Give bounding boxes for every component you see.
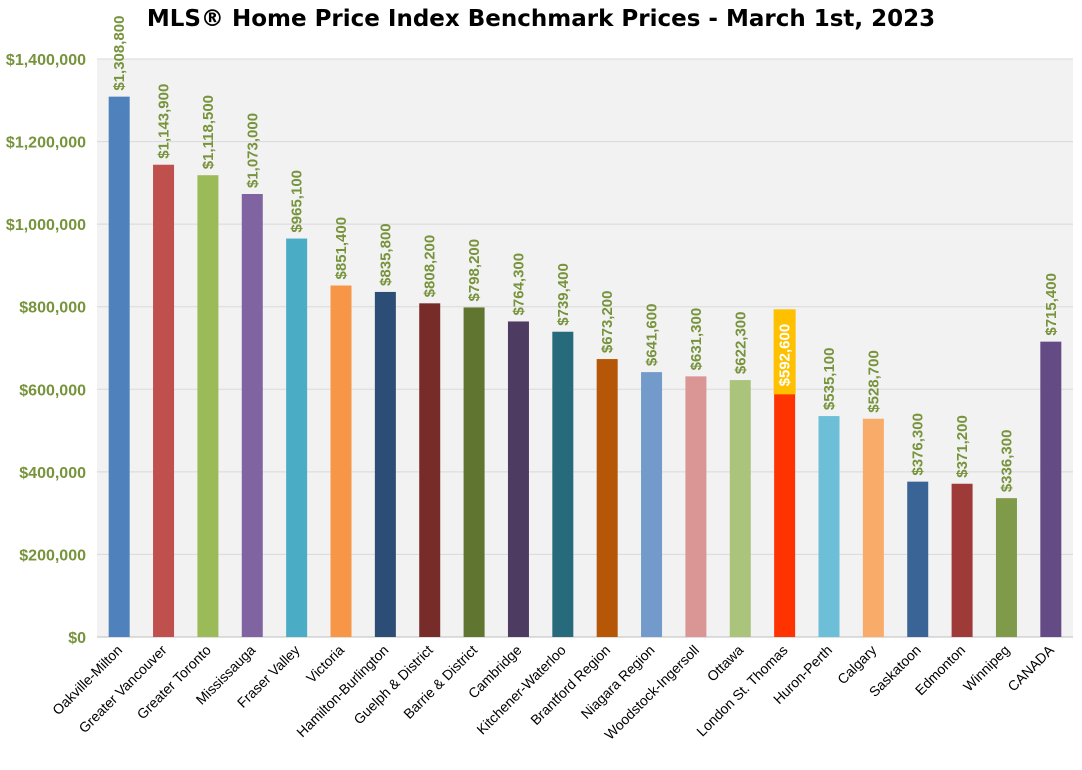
data-label: $798,200: [466, 239, 483, 302]
x-tick-label: Ottawa: [704, 642, 747, 685]
data-label: $631,300: [688, 308, 705, 371]
bar: [419, 303, 441, 637]
data-label: $535,100: [821, 348, 838, 411]
x-tick-label: CANADA: [1004, 641, 1057, 694]
y-tick-label: $400,000: [19, 465, 86, 482]
y-tick-label: $1,400,000: [6, 52, 86, 69]
data-label: $1,308,800: [111, 16, 128, 91]
data-label: $592,600: [777, 324, 794, 387]
data-label: $1,143,900: [156, 84, 173, 159]
x-tick-label: Guelph & District: [350, 642, 436, 728]
bar: [596, 359, 618, 637]
y-tick-label: $1,000,000: [6, 217, 86, 234]
x-tick-label: Winnipeg: [960, 642, 1013, 695]
bar: [862, 418, 884, 637]
y-tick-label: $600,000: [19, 382, 86, 399]
data-labels: $1,308,800 $1,143,900 $1,118,500 $1,073,000…: [111, 16, 1060, 493]
data-label: $371,200: [954, 415, 971, 478]
y-tick-label: $200,000: [19, 547, 86, 564]
x-tick-label: Victoria: [303, 642, 347, 686]
bar: [552, 331, 574, 637]
data-label: $622,300: [732, 312, 749, 375]
data-label: $1,118,500: [200, 95, 217, 169]
bar: [818, 416, 840, 637]
data-label: $965,100: [289, 170, 306, 233]
x-tick-label: Brantford Region: [527, 642, 613, 728]
bars: [108, 96, 1062, 638]
data-label: $528,700: [865, 350, 882, 413]
bar: [685, 376, 707, 637]
bar: [286, 238, 308, 637]
data-label: $835,800: [377, 223, 394, 286]
data-label-highlight: [773, 309, 796, 395]
bar: [241, 194, 263, 638]
y-tick-label: $800,000: [19, 300, 86, 317]
y-axis-tick-labels: $0 $200,000 $400,000 $600,000 $800,000 $1,000…: [6, 52, 86, 647]
bar: [153, 164, 175, 637]
y-tick-label: $1,200,000: [6, 135, 86, 152]
data-label: $715,400: [1043, 273, 1060, 336]
bar: [463, 307, 485, 637]
y-tick-label: $0: [68, 630, 86, 647]
data-label: $1,073,000: [244, 113, 261, 188]
bar: [1040, 341, 1062, 637]
bar: [774, 392, 796, 637]
bar: [641, 372, 663, 637]
data-label: $764,300: [510, 253, 527, 316]
data-label: $673,200: [599, 290, 616, 353]
data-label: $808,200: [422, 235, 439, 298]
bar: [951, 483, 973, 637]
bar: [197, 175, 219, 637]
data-label: $376,300: [910, 413, 927, 476]
bar: [995, 498, 1017, 637]
bar: [374, 291, 396, 637]
data-label: $851,400: [333, 217, 350, 280]
data-label: $641,600: [644, 304, 661, 367]
bar: [507, 321, 529, 637]
bar: [330, 285, 352, 637]
data-label: $336,300: [998, 430, 1015, 493]
bar: [907, 481, 929, 637]
bar: [108, 96, 130, 637]
chart-title: MLS® Home Price Index Benchmark Prices -…: [146, 6, 936, 32]
data-label: $739,400: [555, 263, 572, 326]
bar: [729, 380, 751, 637]
